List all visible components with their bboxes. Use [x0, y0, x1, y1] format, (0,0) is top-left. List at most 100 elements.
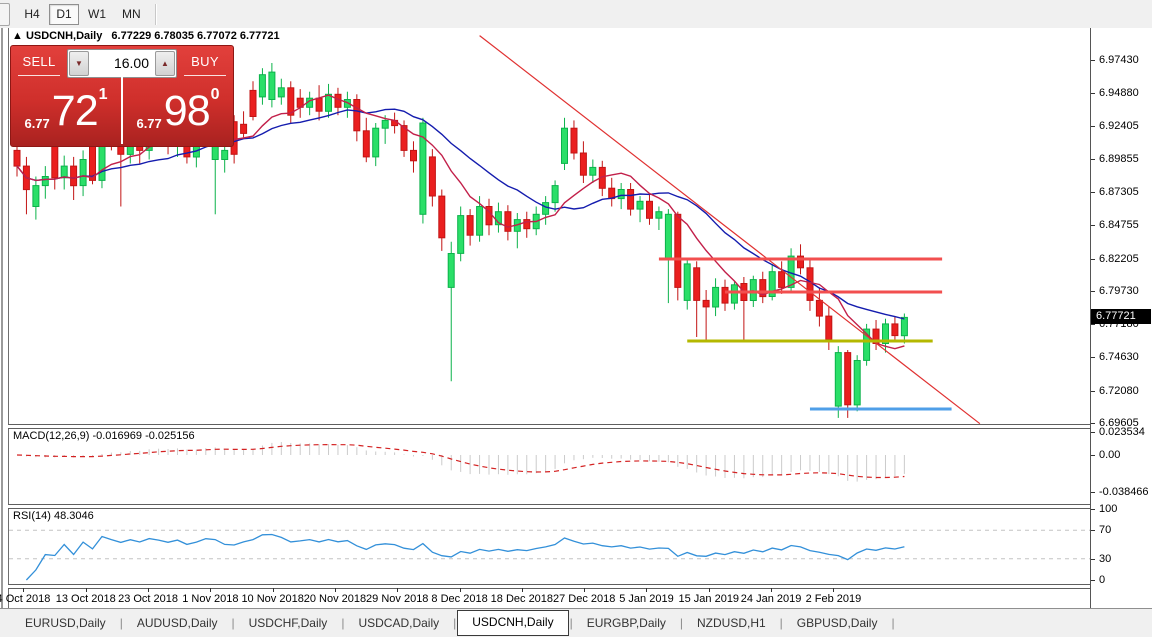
axis-label: 6.94880 [1099, 87, 1139, 100]
current-price-marker: 6.77721 [1091, 309, 1151, 325]
date-axis-label: 18 Dec 2018 [490, 593, 554, 605]
sell-price-point: 1 [98, 86, 108, 103]
axis-label: 0 [1099, 574, 1106, 586]
sell-price-prefix: 6.77 [24, 116, 50, 131]
axis-label: 0.00 [1099, 449, 1121, 461]
axis-label: 6.97430 [1099, 54, 1139, 66]
time-axis[interactable]: 4 Oct 2018 13 Oct 2018 23 Oct 2018 1 Nov 20… [0, 588, 1090, 612]
volume-input[interactable]: 16.00 [113, 55, 149, 71]
date-axis-label: 1 Nov 2018 [182, 593, 239, 605]
axis-label: 6.69605 [1099, 417, 1139, 429]
volume-stepper: ▼ 16.00 ▲ [67, 48, 177, 78]
time-axis-tick [334, 588, 336, 592]
sell-button[interactable]: SELL [11, 54, 67, 76]
axis-label: 6.87305 [1099, 186, 1139, 199]
date-axis-label: 8 Dec 2018 [431, 593, 488, 605]
panel-splitter-dates [8, 584, 1152, 589]
panel-splitter-rsi[interactable] [8, 504, 1152, 509]
axis-tick [1091, 423, 1095, 424]
rsi-indicator-label: RSI(14) 48.3046 [13, 510, 94, 522]
time-axis-tick [771, 588, 773, 592]
timeframe-toolbar: H4 D1 W1 MN [0, 0, 1152, 29]
tab-nzdusd-h1[interactable]: NZDUSD,H1 [696, 615, 766, 630]
axis-label: 30 [1099, 552, 1112, 565]
date-axis-label: 20 Nov 2018 [303, 593, 367, 605]
axis-tick [1091, 93, 1095, 95]
time-axis-tick [148, 588, 150, 592]
axis-tick [1091, 225, 1095, 227]
time-axis-tick [210, 588, 212, 592]
tab-separator: | [779, 616, 783, 630]
tab-separator: | [679, 616, 683, 630]
partial-toolbar-button[interactable] [0, 2, 10, 26]
panel-splitter-macd[interactable] [8, 424, 1152, 429]
chart-title: ▲ USDCNH,Daily 6.77229 6.78035 6.77072 6… [12, 30, 280, 42]
sell-price-display[interactable]: 6.77 72 1 [11, 77, 123, 144]
axis-tick [1091, 125, 1095, 127]
timeframe-h4-button[interactable]: H4 [17, 3, 47, 25]
buy-button[interactable]: BUY [177, 54, 233, 76]
date-axis-label: 29 Nov 2018 [366, 593, 429, 605]
time-axis-tick [459, 588, 461, 592]
time-axis-tick [23, 588, 25, 592]
axis-label: 6.92405 [1099, 119, 1139, 132]
tab-eurusd-daily[interactable]: EURUSD,Daily [25, 615, 106, 630]
date-axis-label: 15 Jan 2019 [678, 593, 740, 605]
date-axis-label: 2 Feb 2019 [805, 593, 862, 605]
tab-usdchf-daily[interactable]: USDCHF,Daily [248, 615, 328, 630]
time-axis-tick [397, 588, 399, 592]
axis-label: -0.038466 [1099, 486, 1149, 499]
buy-price-display[interactable]: 6.77 98 0 [123, 77, 233, 144]
time-axis-tick [272, 588, 274, 592]
chart-tabbar: EURUSD,Daily | AUDUSD,Daily | USDCHF,Daily | U… [0, 608, 1152, 637]
tab-separator: | [341, 616, 345, 630]
axis-label: 6.84755 [1099, 219, 1139, 232]
axis-tick [1091, 60, 1095, 61]
axis-label: 6.82205 [1099, 252, 1139, 265]
axis-label: 70 [1099, 524, 1112, 537]
one-click-trading-panel: SELL ▼ 16.00 ▲ BUY 6.77 72 1 6.77 98 0 [10, 45, 234, 147]
sell-price-pips: 72 [51, 86, 99, 135]
timeframe-w1-button[interactable]: W1 [81, 3, 113, 25]
chart-workspace: ▲ USDCNH,Daily 6.77229 6.78035 6.77072 6… [0, 28, 1152, 608]
date-axis-label: 13 Oct 2018 [55, 593, 116, 605]
tab-usdcnh-daily[interactable]: USDCNH,Daily [457, 610, 569, 636]
tab-usdcad-daily[interactable]: USDCAD,Daily [358, 615, 440, 630]
axis-label: 6.74630 [1099, 351, 1139, 364]
volume-increase-button[interactable]: ▲ [155, 50, 175, 76]
time-axis-tick [521, 588, 523, 592]
timeframe-mn-button[interactable]: MN [115, 3, 148, 25]
axis-tick [1091, 580, 1095, 581]
axis-tick [1091, 357, 1095, 359]
chart-ohlc-values: 6.77229 6.78035 6.77072 6.77721 [111, 30, 280, 42]
axis-tick [1091, 324, 1095, 326]
axis-tick [1091, 158, 1095, 160]
macd-indicator-label: MACD(12,26,9) -0.016969 -0.025156 [13, 430, 195, 442]
axis-tick [1091, 558, 1095, 560]
buy-price-point: 0 [210, 86, 220, 103]
tab-separator: | [231, 616, 235, 630]
toolbar-separator [154, 3, 157, 25]
time-axis-tick [85, 588, 87, 592]
axis-label: 0.023534 [1099, 426, 1145, 439]
date-axis-label: 27 Dec 2018 [552, 593, 616, 605]
price-axis[interactable]: 6.77721 6.97430 6.94880 6.92405 6.89855 6.87… [1090, 28, 1152, 608]
date-axis-label: 23 Oct 2018 [118, 593, 179, 605]
axis-label: 100 [1099, 503, 1118, 515]
date-axis-label: 24 Jan 2019 [740, 593, 802, 605]
axis-tick [1091, 258, 1095, 260]
axis-tick [1091, 492, 1095, 494]
timeframe-d1-button[interactable]: D1 [49, 3, 79, 25]
collapse-icon[interactable]: ▲ [12, 30, 23, 42]
tab-gbpusd-daily[interactable]: GBPUSD,Daily [796, 615, 878, 630]
time-axis-tick [708, 588, 710, 592]
tab-separator: | [891, 616, 895, 630]
axis-label: 6.72080 [1099, 384, 1139, 397]
volume-decrease-button[interactable]: ▼ [69, 50, 89, 76]
tab-audusd-daily[interactable]: AUDUSD,Daily [136, 615, 218, 630]
axis-tick [1091, 455, 1095, 456]
date-axis-label: 5 Jan 2019 [619, 593, 674, 605]
axis-tick [1091, 509, 1095, 510]
tab-eurgbp-daily[interactable]: EURGBP,Daily [586, 615, 666, 630]
axis-label: 6.79730 [1099, 284, 1139, 297]
